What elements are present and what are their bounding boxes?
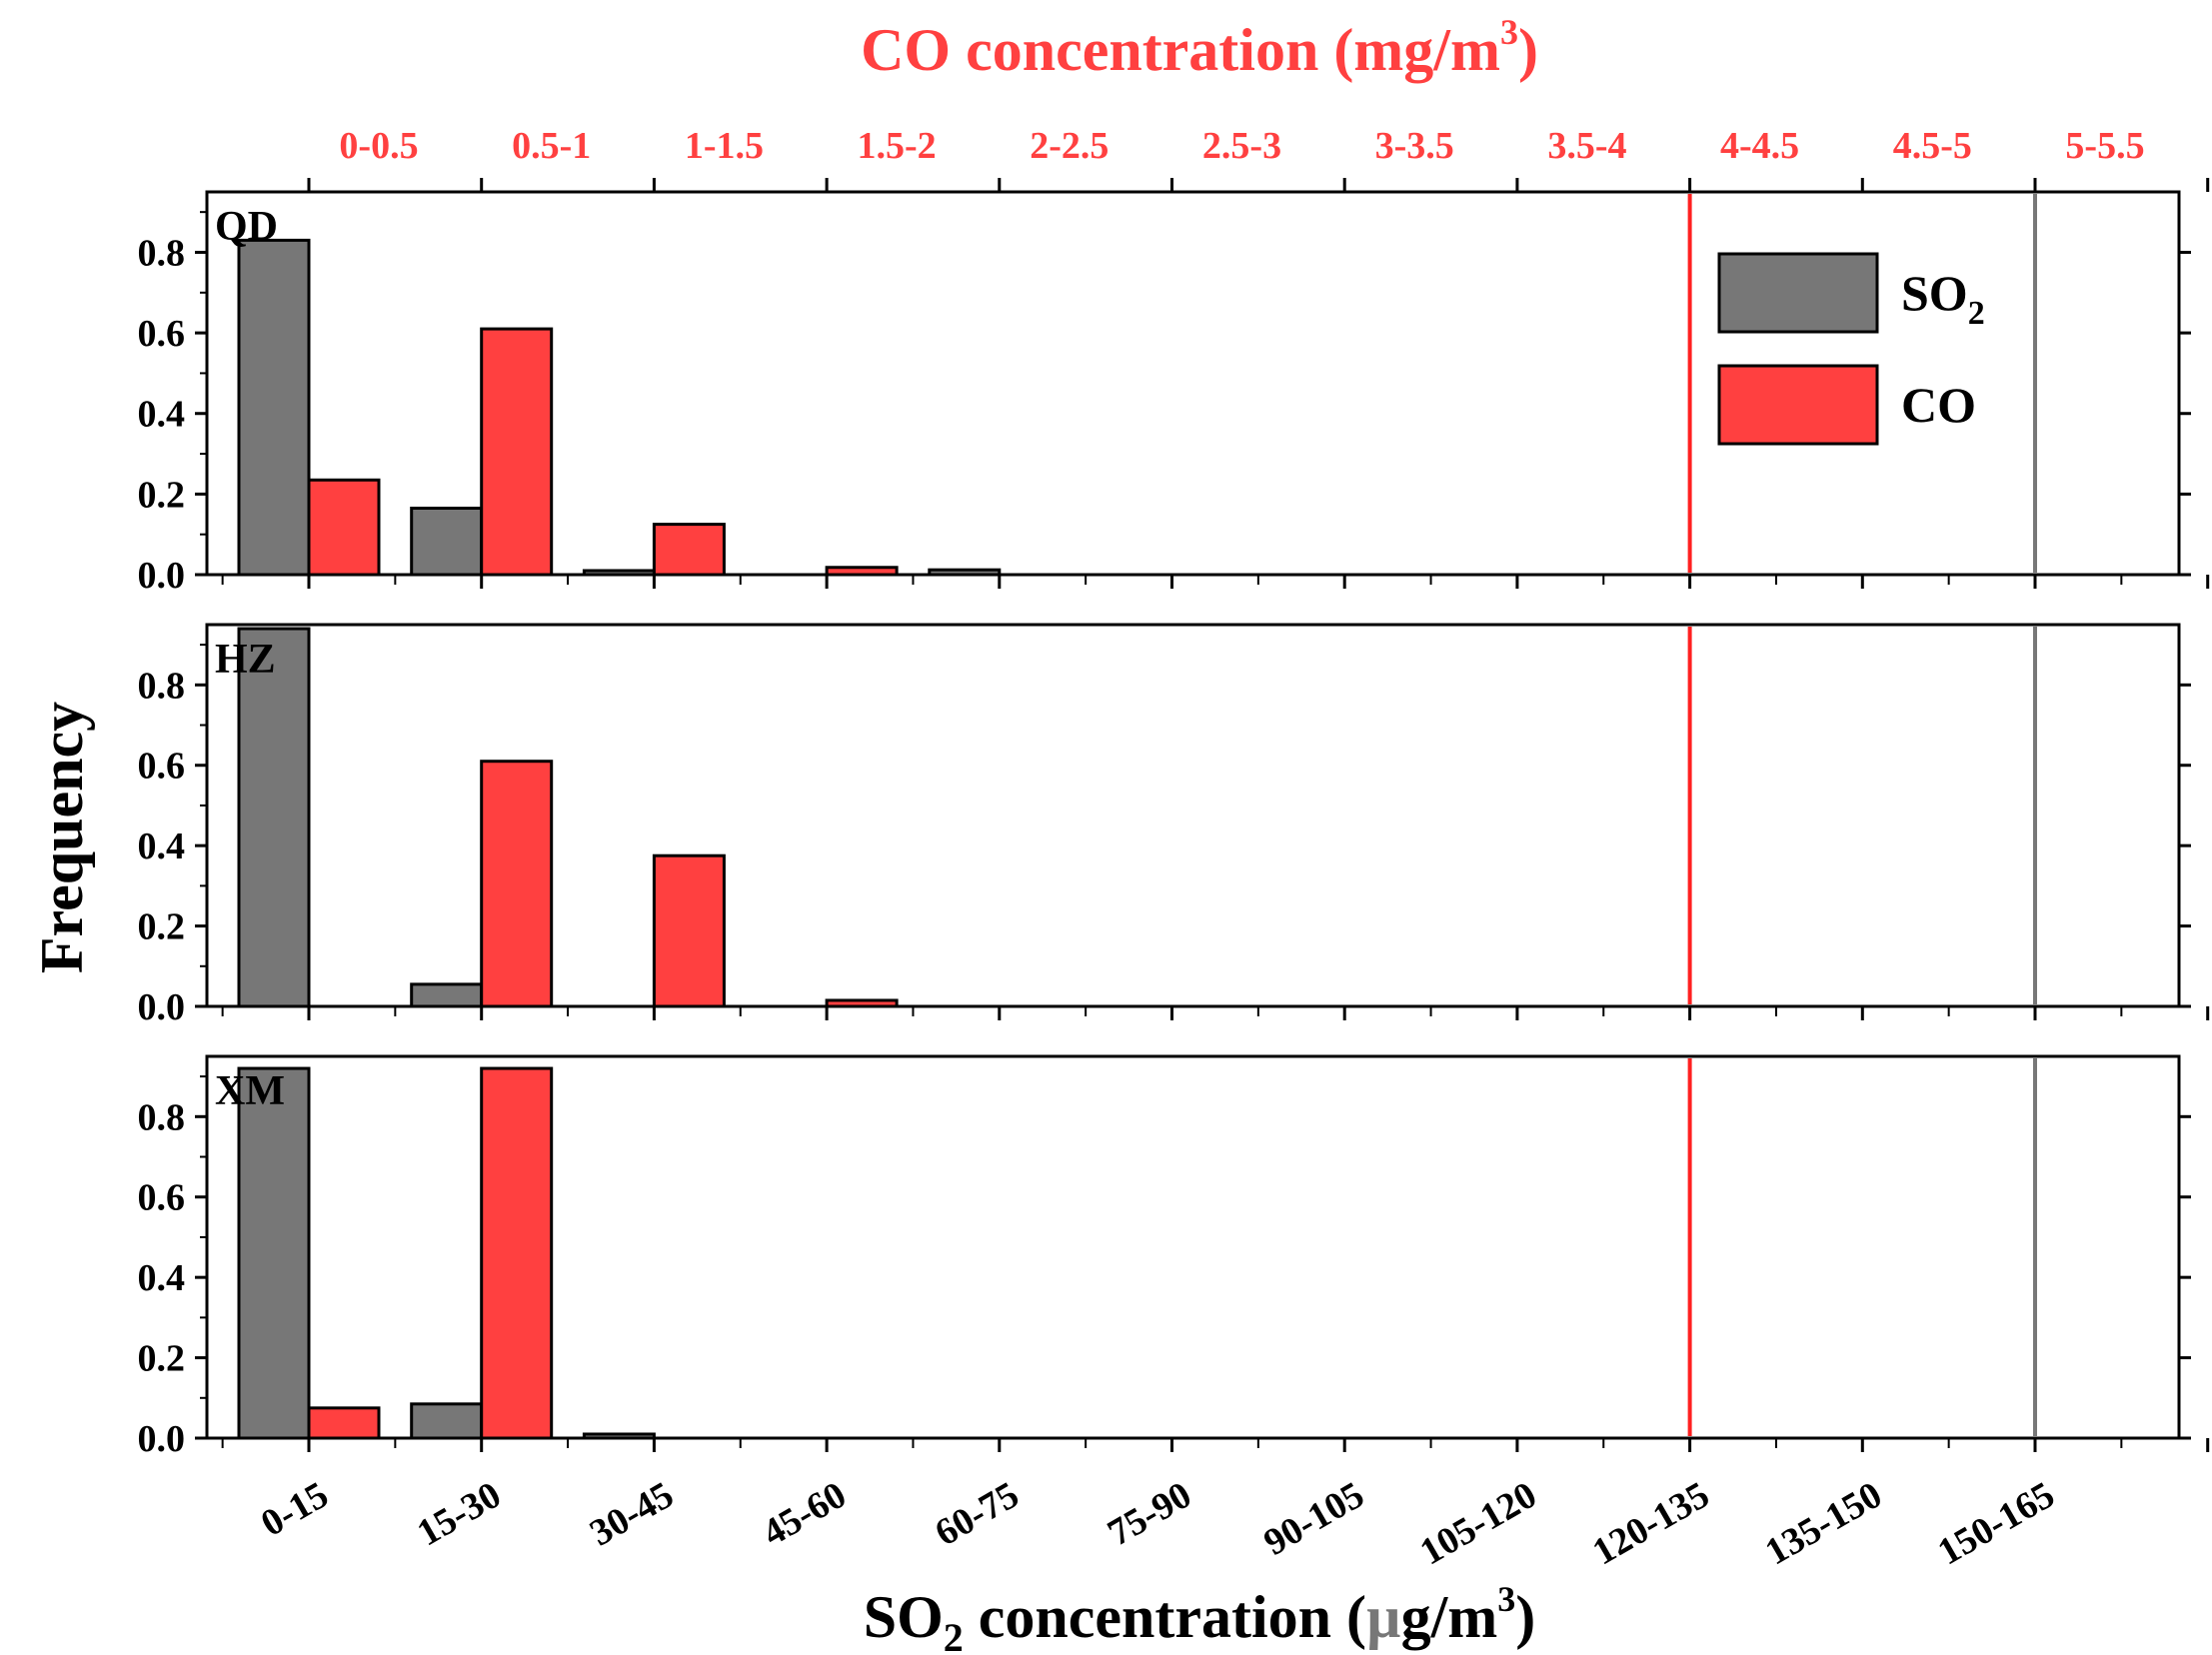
y-tick-label: 0.8: [138, 665, 186, 707]
bar-co-hz-2: [652, 853, 726, 1008]
y-tick-label: 0.8: [138, 232, 186, 274]
so2-tick-label: 120-135: [1585, 1474, 1716, 1574]
bar-co-qd-3: [825, 566, 899, 577]
legend-label-so: SO2: [1901, 265, 1985, 332]
bar-so2-qd-2: [582, 569, 656, 577]
panel-label: HZ: [215, 637, 276, 683]
y-tick-label: 0.2: [138, 1338, 186, 1380]
panel-frame: [205, 623, 2181, 1008]
bar-so2-qd-0: [237, 238, 311, 577]
bar-so2-xm-2: [582, 1432, 656, 1440]
co-tick-label: 1.5-2: [858, 125, 937, 167]
legend-swatch-so: [1717, 252, 1879, 334]
y-tick-label: 0.4: [138, 826, 186, 867]
so2-tick-label: 135-150: [1758, 1474, 1889, 1574]
panel-qd: 0.0 0.2 0.4 0.6 0.8 QD: [138, 178, 2210, 597]
co-tick-label: 0-0.5: [339, 125, 418, 167]
y-tick-label: 0.6: [138, 313, 186, 355]
co-axis-title: CO concentration (mg/m3): [861, 12, 1538, 83]
y-tick-label: 0.6: [138, 1177, 186, 1219]
co-tick-label: 4.5-5: [1893, 125, 1972, 167]
so2-tick-label: 90-105: [1256, 1474, 1370, 1564]
co-tick-label: 5-5.5: [2065, 125, 2144, 167]
legend-label-co: CO: [1901, 377, 1976, 433]
so2-tick-label: 150-165: [1931, 1474, 2062, 1574]
co-tick-label: 3-3.5: [1375, 125, 1454, 167]
bar-so2-hz-1: [410, 982, 484, 1008]
so2-tick-label: 75-90: [1101, 1474, 1198, 1555]
bar-co-hz-1: [480, 760, 554, 1008]
legend-label-sub: 2: [1968, 295, 1985, 332]
so2-tick-label: 30-45: [583, 1474, 681, 1555]
y-axis-title: Frequency: [29, 702, 95, 973]
so2-tick-label: 60-75: [929, 1474, 1027, 1555]
y-tick-label: 0.0: [138, 986, 186, 1028]
so2-tick-label: 45-60: [756, 1474, 854, 1555]
co-tick-label: 3.5-4: [1547, 125, 1626, 167]
y-tick-label: 0.2: [138, 906, 186, 948]
bar-so2-xm-1: [410, 1402, 484, 1440]
legend-swatch-co: [1717, 364, 1879, 446]
so2-tick-label: 0-15: [254, 1474, 335, 1545]
bar-co-qd-0: [307, 478, 381, 577]
y-tick-label: 0.0: [138, 1418, 186, 1460]
bar-co-xm-0: [307, 1406, 381, 1440]
bar-co-xm-1: [480, 1066, 554, 1440]
co-tick-label: 4-4.5: [1720, 125, 1799, 167]
co-tick-label: 0.5-1: [512, 125, 591, 167]
panel-frame: [205, 1054, 2181, 1440]
bar-so2-qd-4: [928, 568, 1002, 577]
panel-xm: 0.0 0.2 0.4 0.6 0.8 XM: [138, 1054, 2210, 1460]
bar-so2-xm-0: [237, 1066, 311, 1440]
plot-layer: 0.0 0.2 0.4 0.6 0.8 QD 0.0 0.2 0.4 0.6 0.8 HZ 0.0 0.2…: [138, 125, 2210, 1574]
legend-label-main: CO: [1901, 377, 1976, 433]
panel-label: XM: [215, 1068, 285, 1114]
y-tick-label: 0.8: [138, 1096, 186, 1138]
so2-tick-label: 15-30: [410, 1474, 508, 1555]
co-tick-label: 1-1.5: [685, 125, 764, 167]
bar-so2-hz-0: [237, 627, 311, 1008]
bar-co-qd-2: [652, 523, 726, 577]
bar-co-qd-1: [480, 327, 554, 577]
co-tick-label: 2.5-3: [1202, 125, 1281, 167]
so2-axis-title: SO2 concentration (µg/m3): [864, 1579, 1536, 1655]
panel-frame: [205, 190, 2181, 577]
legend: SO2 CO: [1717, 252, 1985, 446]
y-tick-label: 0.2: [138, 474, 186, 516]
y-tick-label: 0.4: [138, 394, 186, 436]
y-tick-label: 0.0: [138, 555, 186, 597]
panel-hz: 0.0 0.2 0.4 0.6 0.8 HZ: [138, 623, 2210, 1028]
co-tick-label: 2-2.5: [1030, 125, 1108, 167]
legend-label-main: SO: [1901, 265, 1968, 321]
y-tick-label: 0.4: [138, 1257, 186, 1299]
bar-so2-qd-1: [410, 506, 484, 577]
panel-label: QD: [215, 204, 278, 250]
y-tick-label: 0.6: [138, 746, 186, 788]
so2-tick-label: 105-120: [1413, 1474, 1544, 1574]
bar-co-hz-3: [825, 998, 899, 1008]
